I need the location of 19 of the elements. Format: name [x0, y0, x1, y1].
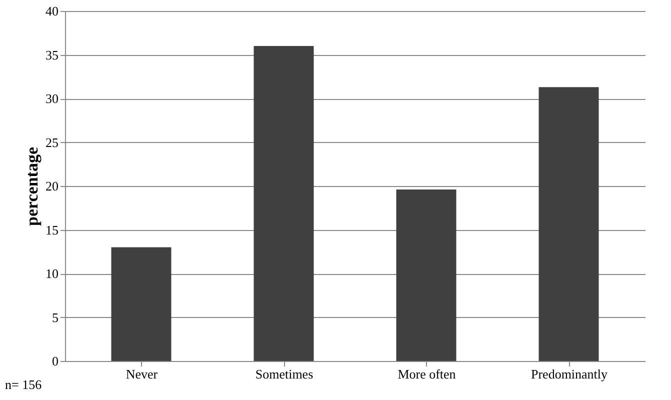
y-tick-label: 10: [46, 266, 58, 281]
x-tick-label: Never: [126, 366, 158, 382]
y-axis-title: percentage: [22, 146, 42, 226]
x-tick-label: Predominantly: [530, 366, 608, 382]
y-tick-label: 15: [46, 222, 58, 238]
x-tick-label: More often: [398, 366, 456, 382]
y-tick-label: 40: [46, 4, 58, 18]
bar: [254, 46, 314, 361]
bar: [111, 247, 172, 361]
text: n= 156: [5, 377, 42, 392]
x-tick-label: Sometimes: [255, 366, 314, 382]
y-tick-label: 0: [52, 354, 58, 368]
y-tick-label: 30: [46, 91, 58, 106]
y-tick-label: 35: [46, 47, 58, 62]
y-tick-label: 20: [46, 178, 58, 194]
y-tick-label: 25: [46, 134, 58, 150]
bar: [396, 190, 456, 361]
y-tick-label: 5: [52, 310, 58, 325]
bar: [538, 87, 599, 361]
